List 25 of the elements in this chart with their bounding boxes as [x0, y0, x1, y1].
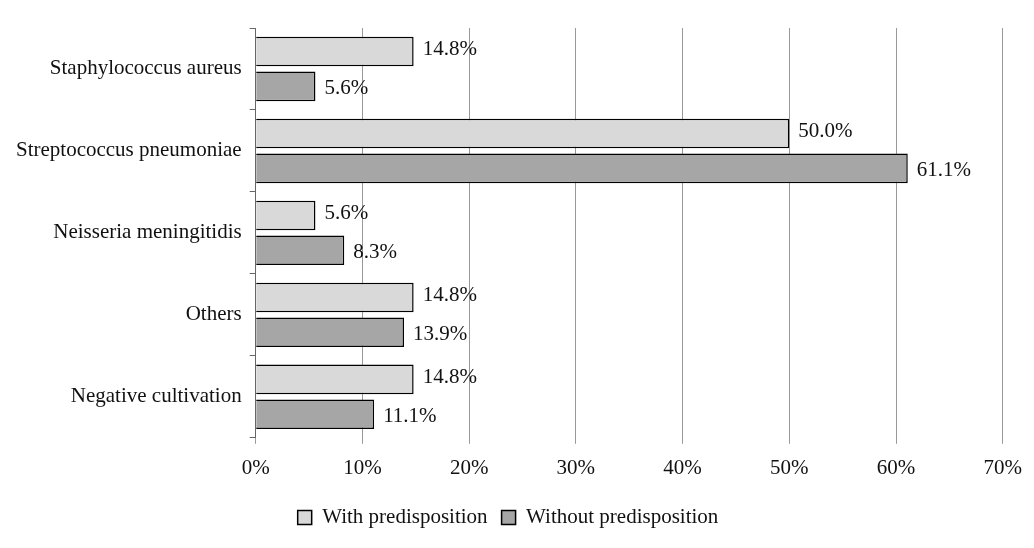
x-tick-label: 10% [343, 454, 382, 479]
data-label: 50.0% [798, 118, 853, 143]
data-label: 5.6% [324, 200, 369, 224]
data-label: 11.1% [383, 402, 437, 427]
x-tick-label: 40% [663, 454, 702, 479]
data-label: 8.3% [353, 238, 398, 263]
data-label: 61.1% [916, 156, 972, 181]
data-label: 14.8% [422, 36, 477, 61]
data-label: 14.8% [422, 363, 477, 388]
x-tick-label: 50% [770, 454, 809, 479]
data-label: 13.9% [413, 320, 468, 345]
data-label: 5.6% [324, 74, 369, 99]
x-tick-label: 60% [876, 454, 916, 479]
legend-label: Without predisposition [526, 504, 719, 529]
x-tick-label: 0% [241, 454, 270, 479]
y-tick-label: Negative cultivation [70, 383, 243, 408]
y-tick-label: Neisseria meningitidis [53, 219, 242, 244]
x-tick-label: 20% [449, 454, 489, 479]
y-tick-label: Streptococcus pneumoniae [15, 137, 242, 162]
x-tick-label: 70% [983, 454, 1022, 479]
x-tick-label: 30% [556, 454, 596, 479]
data-label: 14.8% [422, 281, 477, 306]
y-tick-label: Others [185, 301, 242, 326]
y-tick-label: Staphylococcus aureus [49, 55, 242, 80]
legend-label: With predisposition [322, 504, 489, 529]
